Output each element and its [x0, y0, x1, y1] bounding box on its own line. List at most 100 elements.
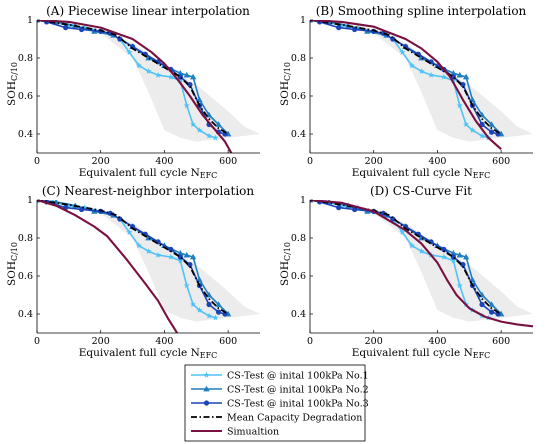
data-point — [488, 309, 495, 315]
mean-series-line — [37, 20, 229, 135]
data-point — [215, 121, 222, 127]
data-point — [460, 82, 466, 88]
y-tick-label: 0.4 — [291, 309, 306, 320]
data-point — [183, 102, 190, 109]
data-point — [456, 251, 463, 258]
data-point — [456, 102, 463, 109]
data-point — [135, 62, 142, 69]
data-point — [418, 248, 425, 254]
data-point — [145, 68, 152, 74]
plot-content — [310, 200, 533, 328]
data-point — [352, 26, 358, 33]
y-tick-label: 0.8 — [291, 53, 306, 64]
data-point — [177, 257, 184, 264]
data-point — [456, 71, 463, 78]
data-point — [155, 71, 162, 78]
data-point — [126, 49, 133, 55]
legend-item: CS-Test @ inital 100kPa No.1 — [191, 370, 369, 381]
data-point — [418, 68, 425, 74]
data-point — [187, 82, 193, 88]
plot-area: 0 200 400 600 0.4 0.6 0.8 1 — [18, 15, 260, 167]
x-tick-label: 600 — [219, 156, 237, 167]
legend-label: Simualtion — [227, 426, 279, 437]
y-tick-label: 0.8 — [18, 233, 33, 244]
data-point — [399, 49, 406, 55]
data-point — [155, 251, 162, 258]
data-point — [469, 127, 476, 133]
data-point — [408, 62, 415, 69]
x-tick-label: 200 — [365, 156, 383, 167]
x-tick-label: 200 — [92, 336, 110, 347]
data-point — [212, 134, 219, 141]
panel-c: (C) Nearest-neighbor interpolation 0 200 4… — [6, 184, 260, 360]
data-point — [215, 309, 222, 315]
data-point — [338, 202, 345, 209]
data-point — [65, 202, 72, 209]
data-point — [63, 25, 69, 31]
y-tick-label: 0.6 — [291, 271, 306, 282]
data-point — [440, 253, 447, 260]
legend-label: CS-Test @ inital 100kPa No.2 — [227, 384, 369, 395]
range-band — [37, 200, 260, 322]
panel-title: (B) Smoothing spline interpolation — [316, 4, 527, 18]
data-point — [177, 250, 184, 256]
range-band — [310, 200, 533, 322]
data-point — [352, 206, 358, 213]
data-point — [196, 307, 203, 313]
data-point — [399, 229, 406, 235]
plot-content — [37, 20, 260, 153]
x-tick-label: 400 — [428, 336, 446, 347]
data-point — [205, 312, 213, 319]
x-axis-label: Equivalent full cycle NEFC — [79, 167, 218, 180]
simulation-series-line — [37, 20, 233, 153]
mean-series-line — [310, 20, 502, 135]
data-point — [177, 70, 184, 76]
y-axis-label: SOHC/10 — [279, 242, 292, 286]
data-point — [338, 22, 345, 29]
legend-marker — [203, 385, 210, 392]
data-point — [183, 71, 190, 78]
legend-marker — [203, 371, 210, 378]
data-point — [479, 121, 485, 128]
legend-item: Simualtion — [191, 426, 279, 437]
plot-area: 0 200 400 600 0.4 0.6 0.8 1 — [291, 15, 533, 167]
range-band — [37, 20, 260, 142]
data-point — [488, 129, 495, 135]
range-band — [310, 20, 533, 142]
data-point — [167, 253, 174, 260]
data-point — [189, 253, 197, 260]
data-point — [196, 127, 203, 133]
data-point — [215, 301, 222, 307]
y-tick-label: 0.4 — [18, 129, 33, 140]
legend-label: CS-Test @ inital 100kPa No.3 — [227, 398, 369, 409]
legend-items: CS-Test @ inital 100kPa No.1 CS-Test @ in… — [191, 370, 369, 437]
y-tick-label: 1 — [300, 195, 306, 206]
legend-label: Mean Capacity Degradation — [227, 412, 362, 423]
data-point — [479, 301, 485, 308]
x-tick-label: 200 — [92, 156, 110, 167]
data-point — [478, 132, 486, 139]
data-point — [336, 205, 342, 211]
data-point — [177, 77, 184, 84]
simulation-series-line — [310, 20, 502, 150]
data-point — [456, 282, 463, 289]
y-tick-label: 0.4 — [18, 309, 33, 320]
x-tick-label: 400 — [155, 336, 173, 347]
panel-a: (A) Piecewise linear interpolation 0 200 4… — [6, 4, 260, 180]
x-tick-label: 600 — [492, 156, 510, 167]
data-point — [428, 71, 435, 78]
simulation-series-line — [310, 200, 533, 328]
data-point — [126, 229, 133, 235]
y-tick-label: 1 — [300, 15, 306, 26]
x-tick-label: 600 — [492, 336, 510, 347]
x-axis-label: Equivalent full cycle NEFC — [79, 347, 218, 360]
mean-series-line — [37, 200, 229, 315]
legend-item: CS-Test @ inital 100kPa No.3 — [191, 398, 369, 409]
data-point — [488, 301, 495, 307]
data-point — [450, 257, 457, 264]
data-point — [190, 121, 197, 128]
x-tick-label: 0 — [34, 336, 40, 347]
legend-label: CS-Test @ inital 100kPa No.1 — [227, 370, 369, 381]
data-point — [336, 25, 342, 31]
